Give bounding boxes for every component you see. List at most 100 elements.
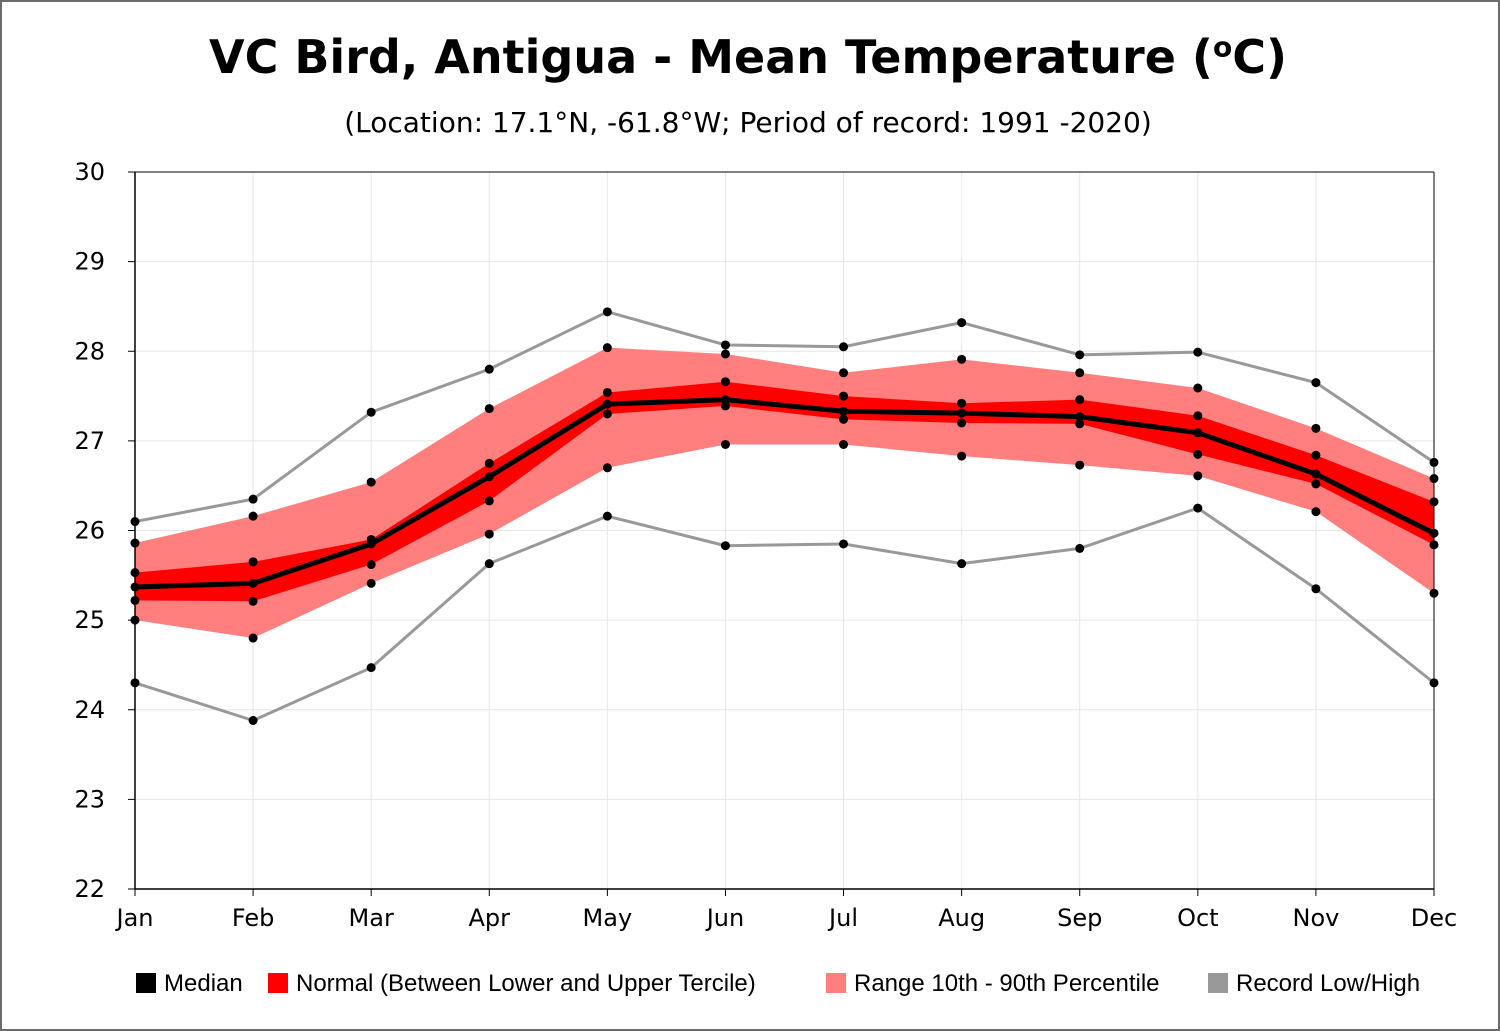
- median-point-feb: [248, 578, 258, 588]
- x-tick-label-may: May: [583, 904, 633, 932]
- x-tick-label-dec: Dec: [1411, 904, 1457, 932]
- legend-swatch-2: [826, 973, 846, 993]
- upper-tercile-point-sep: [1075, 395, 1085, 405]
- record-high-point-aug: [957, 318, 967, 328]
- record-high-point-sep: [1075, 350, 1085, 360]
- legend-swatch-3: [1208, 973, 1228, 993]
- p90-point-oct: [1193, 383, 1203, 393]
- lower-tercile-point-aug: [957, 418, 967, 428]
- median-point-nov: [1311, 469, 1321, 479]
- median-point-apr: [484, 472, 494, 482]
- y-tick-label-23: 23: [74, 785, 105, 813]
- record-low-point-sep: [1075, 543, 1085, 553]
- title-degree-sup: o: [1212, 30, 1233, 64]
- lower-tercile-point-mar: [366, 560, 376, 570]
- x-tick-label-jun: Jun: [705, 904, 745, 932]
- legend-label-0: Median: [164, 970, 243, 997]
- y-tick-label-30: 30: [74, 158, 105, 186]
- record-low-point-may: [602, 511, 612, 521]
- y-tick-label-27: 27: [74, 427, 105, 455]
- record-low-point-mar: [366, 663, 376, 673]
- x-tick-label-nov: Nov: [1292, 904, 1339, 932]
- x-tick-label-jan: Jan: [115, 904, 154, 932]
- y-tick-label-28: 28: [74, 337, 105, 365]
- x-tick-label-jul: Jul: [827, 904, 858, 932]
- record-high-line: [134, 310, 1435, 524]
- lower-tercile-point-nov: [1311, 479, 1321, 489]
- p90-point-jul: [839, 368, 849, 378]
- upper-tercile-point-jun: [720, 377, 730, 387]
- record-low-point-apr: [484, 559, 494, 569]
- x-tick-label-sep: Sep: [1057, 904, 1102, 932]
- p10-point-jun: [720, 439, 730, 449]
- p10-point-jul: [839, 439, 849, 449]
- lower-tercile-point-oct: [1193, 449, 1203, 459]
- p10-point-feb: [248, 633, 258, 643]
- median-point-mar: [366, 539, 376, 549]
- median-point-jul: [839, 406, 849, 416]
- median-point-oct: [1193, 428, 1203, 438]
- upper-tercile-point-apr: [484, 458, 494, 468]
- p10-point-sep: [1075, 460, 1085, 470]
- record-high-point-jul: [839, 342, 849, 352]
- upper-tercile-point-feb: [248, 557, 258, 567]
- legend-label-1: Normal (Between Lower and Upper Tercile): [296, 970, 756, 997]
- y-tick-label-24: 24: [74, 696, 105, 724]
- lower-tercile-point-jul: [839, 414, 849, 424]
- lower-tercile-point-jun: [720, 401, 730, 411]
- x-tick-label-mar: Mar: [349, 904, 394, 932]
- upper-tercile-point-aug: [957, 398, 967, 408]
- p10-point-nov: [1311, 507, 1321, 517]
- title-main: VC Bird, Antigua - Mean Temperature (: [209, 30, 1213, 84]
- p10-point-apr: [484, 529, 494, 539]
- chart-subtitle: (Location: 17.1°N, -61.8°W; Period of re…: [344, 106, 1152, 139]
- p10-point-aug: [957, 451, 967, 461]
- y-tick-label-29: 29: [74, 248, 105, 276]
- record-high-point-nov: [1311, 378, 1321, 388]
- y-tick-label-26: 26: [74, 517, 105, 545]
- upper-tercile-point-nov: [1311, 450, 1321, 460]
- upper-tercile-point-may: [602, 387, 612, 397]
- chart-title: VC Bird, Antigua - Mean Temperature (oC): [0, 30, 1496, 84]
- record-high-point-oct: [1193, 347, 1203, 357]
- p90-point-nov: [1311, 423, 1321, 433]
- record-low-point-jun: [720, 541, 730, 551]
- record-high-point-may: [602, 307, 612, 317]
- lower-tercile-point-may: [602, 409, 612, 419]
- y-tick-label-22: 22: [74, 875, 105, 903]
- record-low-point-oct: [1193, 503, 1203, 513]
- lower-tercile-point-sep: [1075, 419, 1085, 429]
- p10-point-may: [602, 463, 612, 473]
- legend-label-3: Record Low/High: [1236, 970, 1420, 997]
- median-point-may: [602, 399, 612, 409]
- record-high-point-mar: [366, 407, 376, 417]
- legend-label-2: Range 10th - 90th Percentile: [854, 970, 1160, 997]
- legend-swatch-0: [136, 973, 156, 993]
- record-low-point-nov: [1311, 584, 1321, 594]
- record-low-point-aug: [957, 559, 967, 569]
- legend-swatch-1: [268, 973, 288, 993]
- record-high-point-feb: [248, 494, 258, 504]
- title-end: C): [1232, 30, 1287, 84]
- p90-point-mar: [366, 477, 376, 487]
- p90-point-aug: [957, 354, 967, 364]
- p90-point-feb: [248, 511, 258, 521]
- x-tick-label-apr: Apr: [469, 904, 511, 932]
- p90-point-sep: [1075, 368, 1085, 378]
- upper-tercile-point-oct: [1193, 411, 1203, 421]
- lower-tercile-point-apr: [484, 496, 494, 506]
- record-high-point-apr: [484, 364, 494, 374]
- p90-point-may: [602, 343, 612, 353]
- record-low-line: [134, 506, 1435, 723]
- p90-point-jun: [720, 349, 730, 359]
- x-tick-label-feb: Feb: [232, 904, 275, 932]
- record-low-point-jul: [839, 539, 849, 549]
- x-tick-label-aug: Aug: [938, 904, 985, 932]
- median-point-aug: [957, 408, 967, 418]
- median-point-jun: [720, 395, 730, 405]
- x-tick-label-oct: Oct: [1177, 904, 1219, 932]
- upper-tercile-point-jul: [839, 391, 849, 401]
- y-tick-label-25: 25: [74, 606, 105, 634]
- lower-tercile-point-feb: [248, 596, 258, 606]
